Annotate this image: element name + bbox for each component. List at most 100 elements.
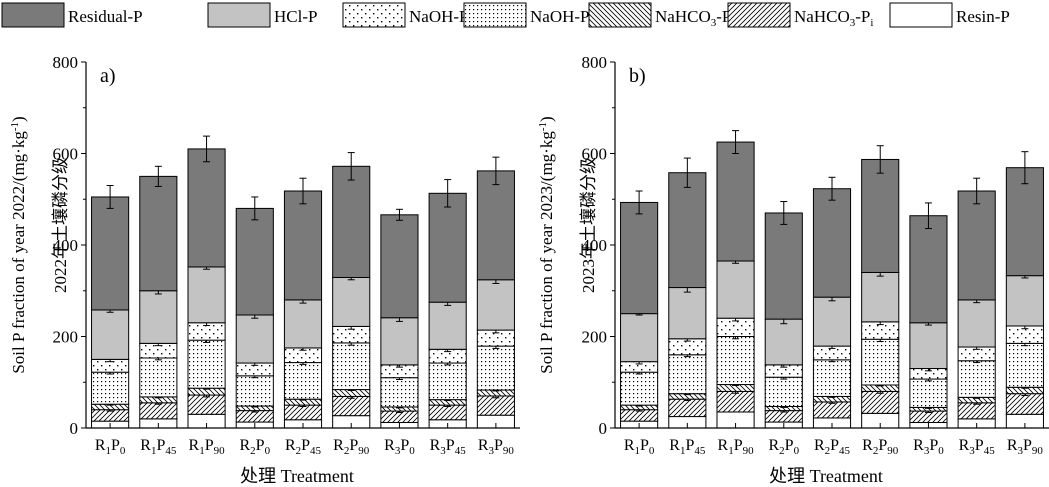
y-axis-label-cn: 2022年土壤磷分级 xyxy=(50,157,70,293)
x-tick-label: R3P90 xyxy=(478,437,515,457)
bar-segment-hcl-p xyxy=(812,296,852,347)
bar-segment-hcl-p xyxy=(716,260,755,319)
bar-segment-residual-p xyxy=(1005,167,1044,277)
bar-segment-hcl-p xyxy=(187,266,226,324)
x-axis-label: 处理 Treatment xyxy=(769,466,883,486)
bar-segment-residual-p xyxy=(139,175,178,292)
y-tick-label: 400 xyxy=(582,236,608,255)
bar-segment-nahco3-pi xyxy=(283,404,323,421)
x-tick-label: R1P45 xyxy=(140,437,177,457)
x-tick-label: R3P0 xyxy=(384,437,415,457)
bar-segment-naoh-pi xyxy=(1005,342,1044,388)
bar-segment-nahco3-pi xyxy=(187,394,226,415)
bar-segment-hcl-p xyxy=(668,287,707,340)
y-tick-label: 200 xyxy=(582,328,608,347)
bar-segment-naoh-pi xyxy=(332,342,371,391)
bar-segment-hcl-p xyxy=(332,276,371,327)
bar-segment-hcl-p xyxy=(428,301,467,350)
x-tick-label: R1P45 xyxy=(669,437,706,457)
x-tick-label: R1P0 xyxy=(95,437,126,457)
legend-label-residual-p: Residual-P xyxy=(68,7,143,26)
y-tick-label: 600 xyxy=(582,145,608,164)
bar-segment-naoh-pi xyxy=(764,376,803,407)
bar-segment-naoh-pi xyxy=(235,375,274,407)
bar-segment-hcl-p xyxy=(476,279,515,331)
panel-b: R1P0 R1P45 R1P90 R2P0 R2P45 R2P90 R3P0 R3P45 R3P… xyxy=(537,53,1049,486)
bar-segment-nahco3-pi xyxy=(668,398,707,418)
bar-segment-nahco3-pi xyxy=(957,402,996,420)
y-tick-label: 200 xyxy=(53,328,79,347)
legend-label-nahco3-pi: NaHCO3-Pi xyxy=(794,7,873,29)
legend-swatch-resin-p xyxy=(889,2,953,28)
x-tick-label: R1P90 xyxy=(718,437,755,457)
x-tick-label: R2P45 xyxy=(814,437,851,457)
x-tick-label: R3P45 xyxy=(430,437,467,457)
legend-label-hcl-p: HCl-P xyxy=(274,7,317,26)
x-tick-label: R3P0 xyxy=(913,437,944,457)
x-tick-label: R2P90 xyxy=(333,437,370,457)
x-axis-label: 处理 Treatment xyxy=(240,466,354,486)
bar-segment-hcl-p xyxy=(380,317,419,366)
bar-segment-hcl-p xyxy=(957,299,996,348)
bar-segment-naoh-pi xyxy=(861,338,900,386)
bar-segment-nahco3-pi xyxy=(428,404,467,421)
y-tick-label: 0 xyxy=(599,419,608,438)
bar-segment-naoh-pi xyxy=(620,371,659,406)
bar-segment-naoh-pi xyxy=(380,377,419,408)
bar-segment-residual-p xyxy=(187,148,226,268)
bar-segment-residual-p xyxy=(235,207,274,316)
x-tick-label: R3P45 xyxy=(959,437,996,457)
x-tick-label: R2P90 xyxy=(862,437,899,457)
bar-segment-naoh-pi xyxy=(476,345,515,391)
panel-a: R1P0 R1P45 R1P90 R2P0 R2P45 R2P90 R3P0 R3P45 R3P… xyxy=(9,53,520,486)
bar-segment-nahco3-pi xyxy=(716,390,755,413)
y-tick-label: 600 xyxy=(53,145,79,164)
legend-label-resin-p: Resin-P xyxy=(956,7,1010,26)
bar-segment-nahco3-pi xyxy=(332,395,371,417)
bar-segment-residual-p xyxy=(764,212,803,320)
y-axis-label: Soil P fraction of year 2023/(mg·kg-1) xyxy=(537,116,556,373)
bar-segment-naoh-pi xyxy=(716,336,755,386)
y-axis-label-cn: 2023年土壤磷分级 xyxy=(578,157,598,293)
bar-segment-residual-p xyxy=(332,165,371,278)
bar-segment-hcl-p xyxy=(283,299,323,349)
legend-swatch-residual-p xyxy=(1,2,65,28)
bar-segment-residual-p xyxy=(476,170,515,281)
bar-segment-residual-p xyxy=(812,188,852,298)
legend-swatch-nahco3-po xyxy=(588,2,652,28)
legend: Residual-PHCl-PNaOH-PoNaOH-PiNaHCO3-PoNa… xyxy=(1,2,1010,29)
bar-segment-nahco3-pi xyxy=(476,395,515,416)
x-tick-label: R2P0 xyxy=(239,437,270,457)
bar-segment-residual-p xyxy=(428,192,467,303)
bar-segment-residual-p xyxy=(716,141,755,262)
bar-segment-naoh-pi xyxy=(187,339,226,389)
y-tick-label: 800 xyxy=(53,53,79,72)
bar-segment-hcl-p xyxy=(764,318,803,366)
bar-segment-naoh-pi xyxy=(668,354,707,395)
legend-swatch-hcl-p xyxy=(207,2,271,28)
bar-segment-naoh-pi xyxy=(812,359,852,397)
x-tick-label: R2P0 xyxy=(768,437,799,457)
panel-label: b) xyxy=(629,65,646,87)
bar-segment-hcl-p xyxy=(235,314,274,364)
bar-segment-naoh-pi xyxy=(957,360,996,398)
bar-segment-naoh-pi xyxy=(283,362,323,400)
bar-segment-hcl-p xyxy=(620,313,659,363)
bar-segment-nahco3-pi xyxy=(861,390,900,414)
panel-label: a) xyxy=(100,65,116,87)
bar-segment-naoh-pi xyxy=(139,357,178,398)
y-tick-label: 400 xyxy=(53,236,79,255)
bar-segment-nahco3-pi xyxy=(1005,393,1044,415)
legend-swatch-nahco3-pi xyxy=(727,2,791,28)
bar-segment-hcl-p xyxy=(91,309,130,360)
legend-label-nahco3-po: NaHCO3-Po xyxy=(655,7,737,29)
bar-segment-hcl-p xyxy=(909,322,948,370)
y-tick-label: 0 xyxy=(70,419,79,438)
legend-label-naoh-pi: NaOH-Pi xyxy=(530,7,593,29)
bar-segment-hcl-p xyxy=(139,290,178,344)
bar-segment-naoh-pi xyxy=(909,378,948,408)
bar-segment-hcl-p xyxy=(1005,275,1044,327)
bar-segment-residual-p xyxy=(909,215,948,324)
bar-segment-nahco3-pi xyxy=(139,402,178,420)
bar-segment-hcl-p xyxy=(861,271,900,323)
